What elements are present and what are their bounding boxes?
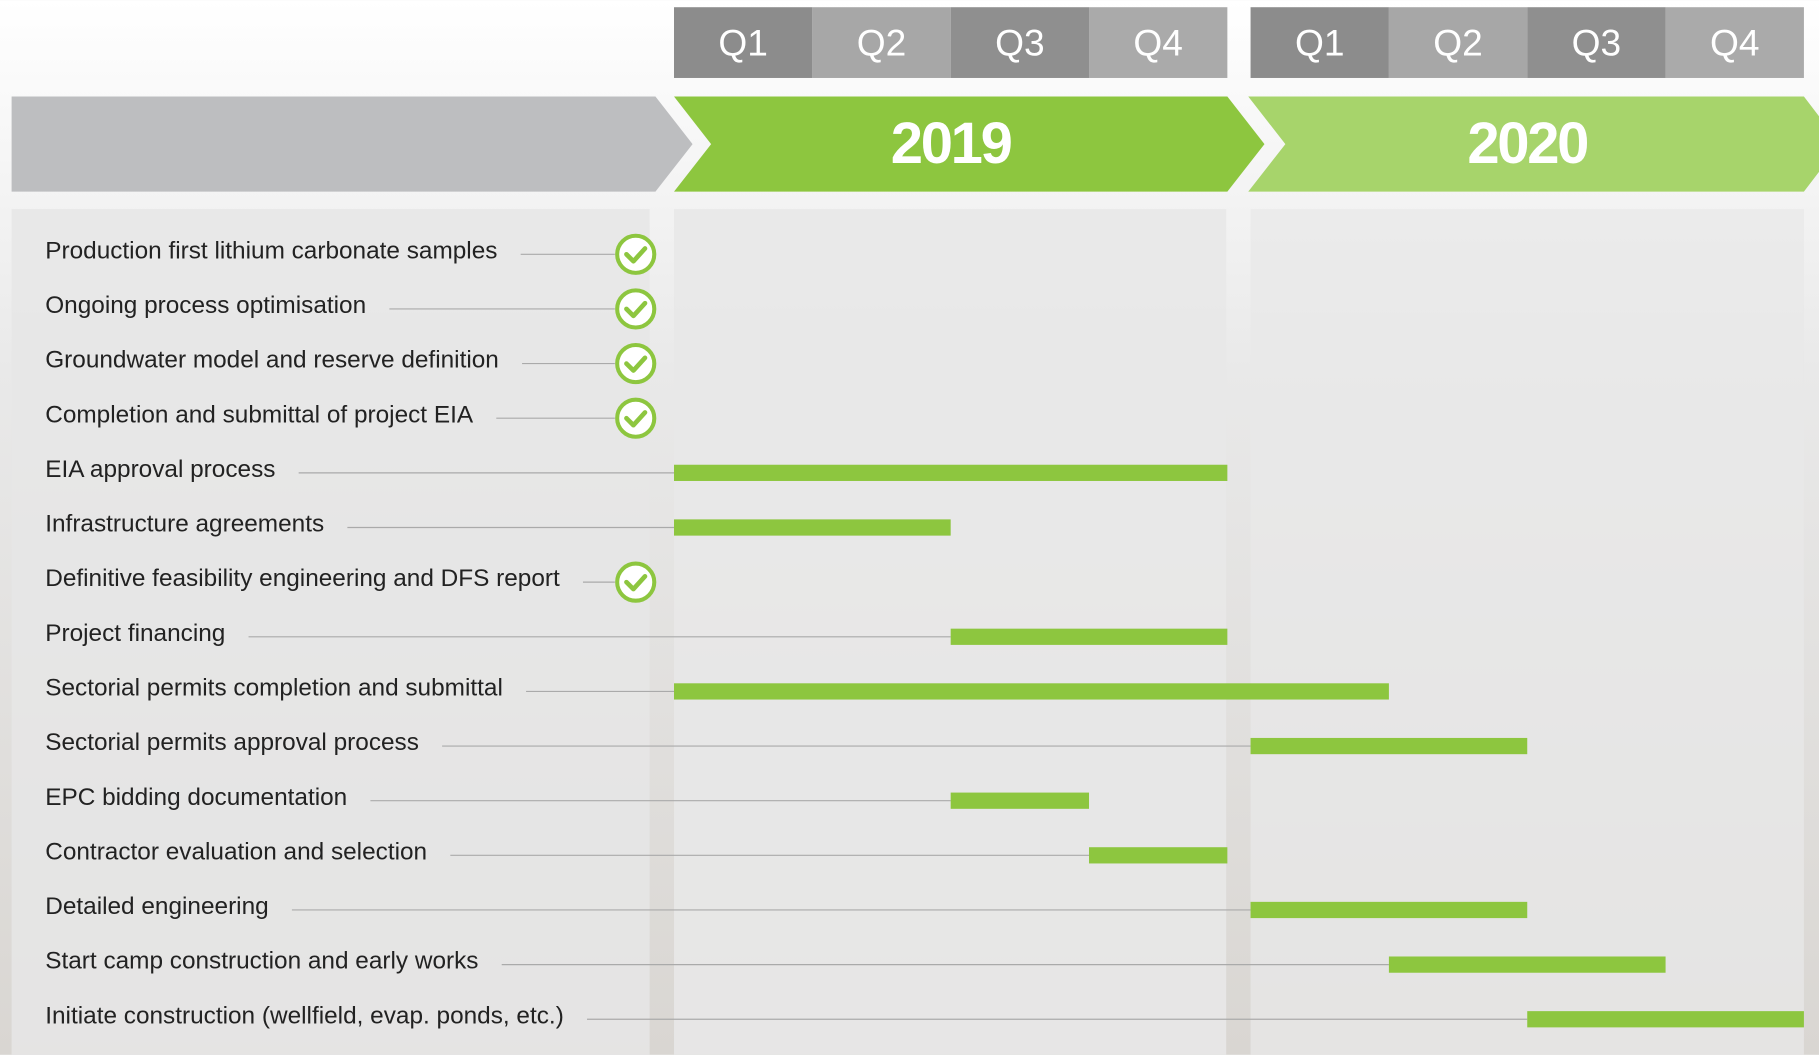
quarter-header <box>1527 7 1666 78</box>
quarter-label: Q1 <box>718 21 768 63</box>
check-icon <box>615 342 657 385</box>
quarter-label: Q2 <box>1433 21 1483 63</box>
task-label: Project financing <box>45 620 225 647</box>
quarter-header <box>1388 7 1528 78</box>
quarter-label: Q4 <box>1133 21 1183 63</box>
check-mark <box>624 355 648 373</box>
label-panel <box>11 209 650 1055</box>
quarter-header <box>674 7 813 78</box>
check-icon <box>615 561 657 603</box>
year-label: 2020 <box>1467 111 1587 176</box>
task-bar <box>1250 901 1528 919</box>
task-label: Initiate construction (wellfield, evap. … <box>45 1002 564 1029</box>
check-icon <box>615 288 657 330</box>
task-label: Contractor evaluation and selection <box>45 838 427 865</box>
quarter-header <box>1089 7 1228 78</box>
quarter-label: Q3 <box>1572 21 1622 63</box>
task-label: EPC bidding documentation <box>45 784 347 811</box>
banner-2019 <box>674 96 1265 192</box>
task-bar <box>1527 1011 1804 1028</box>
quarter-header <box>950 7 1090 78</box>
task-bar <box>950 628 1228 645</box>
task-label: Infrastructure agreements <box>45 511 324 538</box>
check-mark <box>624 246 648 264</box>
quarter-header <box>1250 7 1389 78</box>
task-label: Sectorial permits completion and submitt… <box>45 675 503 702</box>
banner-2020 <box>1248 96 1819 192</box>
banner-blank <box>11 96 693 192</box>
year-column <box>1250 209 1804 1055</box>
task-label: Definitive feasibility engineering and D… <box>45 565 560 592</box>
task-label: Sectorial permits approval process <box>45 729 419 756</box>
quarter-label: Q3 <box>995 21 1045 63</box>
quarter-label: Q4 <box>1710 21 1760 63</box>
task-label: Groundwater model and reserve definition <box>45 347 499 374</box>
task-bar <box>674 464 1228 481</box>
task-bar <box>1250 737 1528 755</box>
task-bar <box>1089 847 1228 864</box>
task-label: Ongoing process optimisation <box>45 292 366 319</box>
task-label: Completion and submittal of project EIA <box>45 401 474 428</box>
task-bar <box>674 519 951 536</box>
task-bar <box>674 683 1389 700</box>
task-label: Start camp construction and early works <box>45 948 478 975</box>
check-icon <box>615 397 657 439</box>
task-label: Production first lithium carbonate sampl… <box>45 237 497 264</box>
check-mark <box>624 410 648 428</box>
quarter-label: Q2 <box>857 21 907 63</box>
quarter-header <box>812 7 951 78</box>
task-label: Detailed engineering <box>45 893 268 920</box>
check-mark <box>624 574 648 592</box>
quarter-header <box>1665 7 1804 78</box>
task-bar <box>1388 956 1666 973</box>
task-label: EIA approval process <box>45 456 275 483</box>
task-bar <box>950 792 1090 809</box>
year-label: 2019 <box>891 111 1012 176</box>
check-mark <box>624 300 648 319</box>
quarter-label: Q1 <box>1295 21 1345 63</box>
check-icon <box>615 233 657 275</box>
